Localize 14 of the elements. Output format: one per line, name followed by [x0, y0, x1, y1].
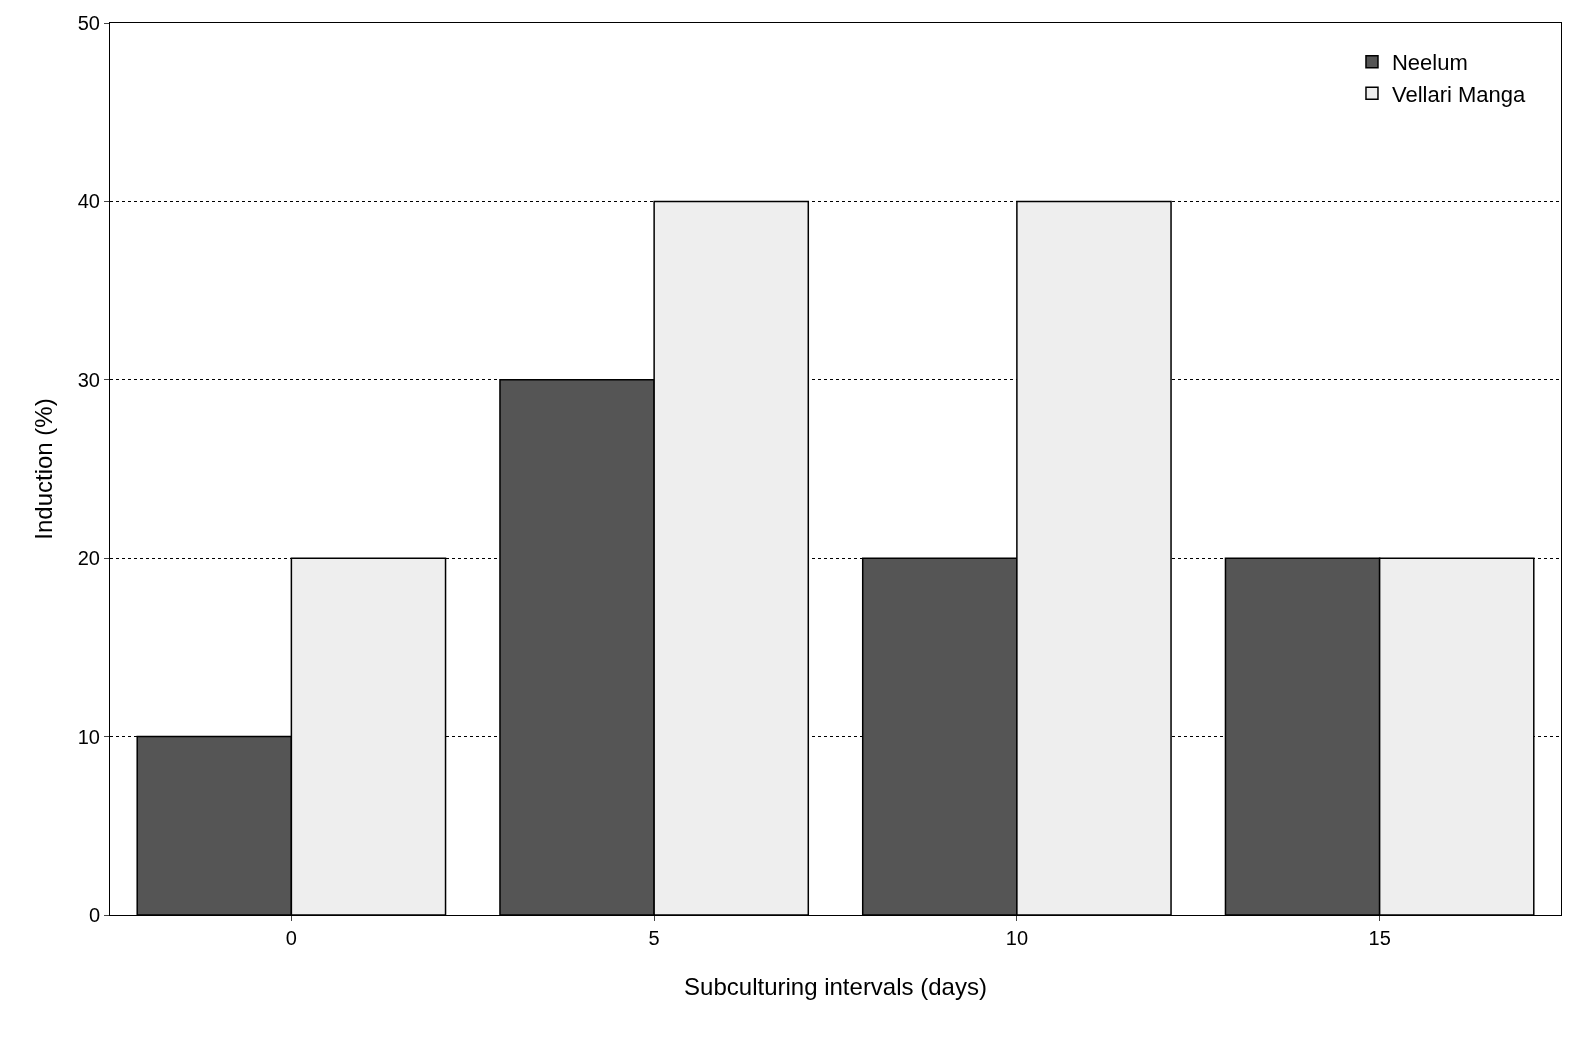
y-tick-label: 0 [88, 904, 100, 926]
y-tick-label: 10 [77, 725, 100, 748]
legend-label: Vellari Manga [1391, 81, 1527, 107]
y-tick-label: 40 [77, 190, 100, 213]
y-tick-label: 50 [77, 12, 100, 34]
y-axis-title: Induction (%) [30, 398, 57, 540]
x-tick-label: 5 [648, 927, 660, 949]
legend-label: Neelum [1391, 50, 1468, 76]
x-axis-title: Subculturing intervals (days) [684, 973, 987, 1001]
y-tick-label: 30 [77, 368, 100, 391]
x-tick-label: 0 [285, 927, 297, 949]
x-tick-label: 15 [1368, 927, 1391, 949]
x-tick-label: 10 [1005, 927, 1029, 949]
y-tick-label: 20 [77, 547, 100, 570]
